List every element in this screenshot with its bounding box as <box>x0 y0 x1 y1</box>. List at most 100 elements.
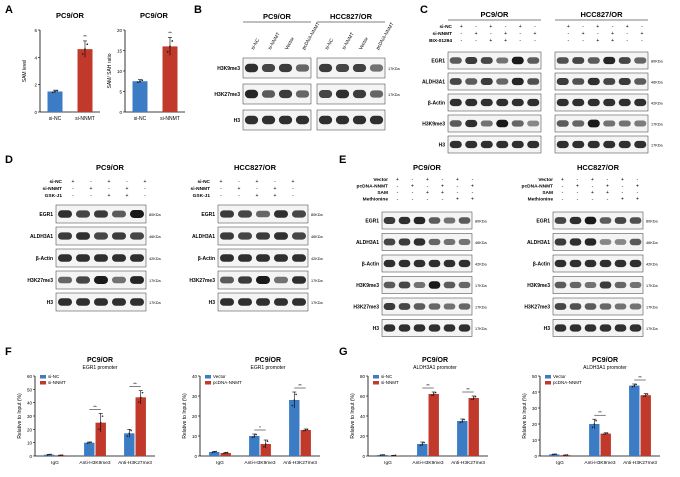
treatment-label: pcDNA-NNMT <box>522 184 554 190</box>
treatment-sign: + <box>596 24 599 30</box>
y-tick-label: 20 <box>117 28 123 33</box>
protein-band <box>443 303 456 310</box>
protein-band <box>527 57 540 64</box>
data-point <box>591 426 594 429</box>
data-point <box>379 454 382 456</box>
data-point <box>166 50 169 53</box>
protein-band <box>458 259 471 268</box>
blot-membrane <box>554 93 649 112</box>
chart-subtitle: ALDH3A1 promoter <box>413 365 457 371</box>
y-tick-label: 15 <box>117 49 123 54</box>
x-tick-label: Anti-H3K27me3 <box>451 460 485 466</box>
protein-band <box>75 232 91 240</box>
molecular-weight-label: 17KDa <box>651 144 663 148</box>
protein-band <box>584 238 597 246</box>
data-point <box>551 453 554 456</box>
data-point <box>58 454 60 457</box>
x-tick-label: IgG <box>384 460 392 466</box>
data-point <box>291 404 294 407</box>
treatment-sign: - <box>505 24 507 30</box>
treatment-sign: - <box>568 31 570 37</box>
treatment-sign: + <box>456 197 459 203</box>
protein-band <box>75 276 91 284</box>
protein-band <box>587 57 600 64</box>
blot-row-label: β-Actin <box>36 256 53 262</box>
protein-band <box>129 276 145 284</box>
treatment-sign: + <box>126 193 129 199</box>
blot-row-label: H3K27me3 <box>353 305 379 311</box>
protein-band <box>634 57 647 64</box>
protein-band <box>111 210 127 218</box>
treatment-sign: + <box>256 179 259 185</box>
protein-band <box>352 115 367 125</box>
x-tick-label: Anti-H3K9me3 <box>244 460 276 466</box>
protein-band <box>291 232 307 240</box>
legend-label: Vector <box>553 374 566 379</box>
blot-row-label: EGR1 <box>365 219 379 225</box>
treatment-label: si-NC <box>197 179 210 185</box>
data-point <box>631 385 634 388</box>
blot-membrane <box>552 211 644 230</box>
data-point <box>564 454 567 457</box>
treatment-sign: + <box>561 177 564 183</box>
protein-band <box>618 98 631 107</box>
treatment-sign: + <box>582 31 585 37</box>
protein-band <box>458 217 471 224</box>
treatment-sign: - <box>427 184 429 190</box>
bar-vector <box>629 385 640 456</box>
treatment-sign: - <box>519 38 521 44</box>
protein-band <box>572 78 585 85</box>
lane-label: si-NNMT <box>341 32 356 51</box>
protein-band <box>584 259 597 268</box>
blot-membrane <box>554 135 649 154</box>
protein-band <box>111 298 127 306</box>
protein-band <box>618 140 631 149</box>
treatment-sign: + <box>220 179 223 185</box>
data-point <box>226 451 229 454</box>
data-point <box>86 442 89 444</box>
treatment-sign: - <box>90 179 92 185</box>
treatment-label: si-NC <box>49 179 62 185</box>
molecular-weight-label: 42KDa <box>311 257 323 261</box>
protein-band <box>443 281 456 289</box>
lane-label: pcDNA-NNMT <box>301 21 322 51</box>
lane-label: si-NC <box>324 37 335 51</box>
protein-band <box>614 324 627 332</box>
treatment-label: Vector <box>538 177 553 183</box>
protein-band <box>413 281 426 289</box>
protein-band <box>527 140 540 149</box>
protein-band <box>335 115 350 125</box>
data-point <box>128 432 131 435</box>
bar-pcdna-nnmt <box>300 430 311 456</box>
protein-band <box>569 238 582 246</box>
data-point <box>293 399 296 401</box>
protein-band <box>603 140 616 149</box>
treatment-sign: - <box>72 193 74 199</box>
protein-band <box>629 281 642 289</box>
treatment-sign: + <box>90 186 93 192</box>
treatment-sign: + <box>504 31 507 37</box>
data-point <box>595 419 597 422</box>
treatment-sign: - <box>397 184 399 190</box>
treatment-sign: + <box>621 177 624 183</box>
treatment-sign: - <box>397 190 399 196</box>
protein-band <box>556 57 569 64</box>
protein-band <box>413 303 426 310</box>
data-point <box>136 81 139 84</box>
protein-band <box>273 254 289 262</box>
panel-letter-c: C <box>420 4 428 16</box>
protein-band <box>383 259 396 268</box>
data-point <box>223 452 225 455</box>
protein-band <box>93 210 109 218</box>
data-point <box>555 453 557 455</box>
y-tick-label: 0 <box>362 454 365 459</box>
treatment-label: si-NNMT <box>433 31 453 37</box>
protein-band <box>255 298 271 306</box>
protein-band <box>458 324 471 332</box>
protein-band <box>587 119 600 128</box>
treatment-label: GSK-J1 <box>193 193 211 199</box>
y-tick-label: 30 <box>27 414 33 419</box>
treatment-sign: + <box>591 190 594 196</box>
blot-membrane <box>554 72 649 91</box>
treatment-sign: - <box>90 193 92 199</box>
